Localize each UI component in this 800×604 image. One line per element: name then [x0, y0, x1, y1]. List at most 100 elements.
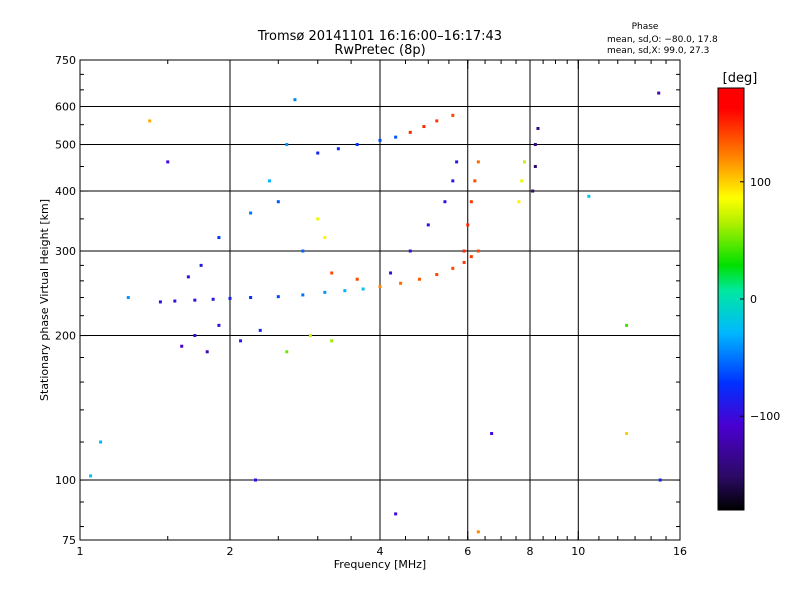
data-point [533, 143, 537, 147]
data-point [657, 91, 661, 95]
data-point [193, 298, 197, 302]
data-point [285, 350, 289, 354]
data-point [625, 323, 629, 327]
data-point [455, 160, 459, 164]
x-tick-label: 10 [571, 545, 585, 558]
data-point [301, 249, 305, 253]
data-point [253, 478, 257, 482]
data-point [417, 277, 421, 281]
data-point [394, 512, 398, 516]
data-point [408, 249, 412, 253]
data-point [205, 350, 209, 354]
data-point [476, 530, 480, 534]
data-point [451, 113, 455, 117]
data-point [126, 296, 130, 300]
data-point [308, 334, 312, 338]
chart-subtitle: RwPretec (8p) [334, 43, 425, 58]
data-point [99, 440, 103, 444]
data-point [473, 179, 477, 183]
data-point [451, 266, 455, 270]
x-tick-label: 4 [377, 545, 384, 558]
colorbar-tick-label: −100 [750, 410, 780, 423]
data-point [378, 285, 382, 289]
y-tick-label: 400 [55, 185, 76, 198]
data-point [228, 296, 232, 300]
stats-heading: Phase [632, 22, 659, 32]
data-point [285, 143, 289, 147]
data-point [276, 295, 280, 299]
data-point [469, 200, 473, 204]
data-point [389, 271, 393, 275]
data-point [587, 194, 591, 198]
data-point [267, 179, 271, 183]
data-point [211, 297, 215, 301]
y-tick-label: 750 [55, 54, 76, 67]
data-point [466, 223, 470, 227]
data-point [293, 98, 297, 102]
colorbar-tick-label: 0 [750, 293, 757, 306]
y-tick-label: 100 [55, 474, 76, 487]
data-point [316, 151, 320, 155]
data-point [249, 296, 253, 300]
data-point [158, 300, 162, 304]
colorbar-tick-label: 100 [750, 176, 771, 189]
data-point [533, 164, 537, 168]
stats-o-mode: mean, sd,O: −80.0, 17.8 [607, 35, 718, 45]
data-point [217, 236, 221, 240]
data-point [625, 432, 629, 436]
data-point [658, 478, 662, 482]
data-point [490, 432, 494, 436]
data-point [422, 125, 426, 129]
data-point [258, 328, 262, 332]
data-point [166, 160, 170, 164]
data-point [316, 217, 320, 221]
data-point [523, 160, 527, 164]
data-point [531, 189, 535, 193]
chart-title: Tromsø 20141101 16:16:00–16:17:43 [257, 29, 502, 44]
data-point [399, 281, 403, 285]
data-point [217, 323, 221, 327]
colorbar-label: [deg] [723, 71, 758, 86]
data-point [394, 135, 398, 139]
data-point [193, 334, 197, 338]
data-point [186, 275, 190, 279]
data-point [199, 263, 203, 267]
x-tick-label: 8 [527, 545, 534, 558]
y-tick-label: 300 [55, 245, 76, 258]
data-point [355, 143, 359, 147]
data-point [89, 474, 93, 478]
x-tick-label: 1 [77, 545, 84, 558]
data-point [330, 339, 334, 343]
data-point [476, 249, 480, 253]
data-point [148, 119, 152, 123]
stats-x-mode: mean, sd,X: 99.0, 27.3 [607, 46, 709, 56]
data-point [239, 339, 243, 343]
y-axis-ticks: 75 100 200 300 400 500 600 750 [55, 54, 680, 547]
data-point [435, 119, 439, 123]
x-tick-label: 2 [227, 545, 234, 558]
x-axis-ticks: 1 2 4 6 8 10 16 [77, 60, 687, 558]
data-point [361, 287, 365, 291]
data-point [355, 277, 359, 281]
y-axis-label: Stationary phase Virtual Height [km] [38, 199, 51, 401]
y-tick-label: 600 [55, 101, 76, 114]
data-point [323, 236, 327, 240]
y-tick-label: 75 [62, 534, 76, 547]
data-point [462, 249, 466, 253]
y-tick-label: 200 [55, 330, 76, 343]
data-point [301, 293, 305, 297]
data-points [89, 91, 662, 534]
data-point [408, 130, 412, 134]
data-point [173, 299, 177, 303]
data-point [330, 271, 334, 275]
data-point [476, 160, 480, 164]
x-axis-label: Frequency [MHz] [334, 558, 426, 571]
data-point [536, 126, 540, 130]
colorbar-ticks: 100 0 −100 [740, 176, 780, 423]
data-point [343, 289, 347, 293]
data-point [276, 200, 280, 204]
data-point [435, 273, 439, 277]
data-point [517, 200, 521, 204]
